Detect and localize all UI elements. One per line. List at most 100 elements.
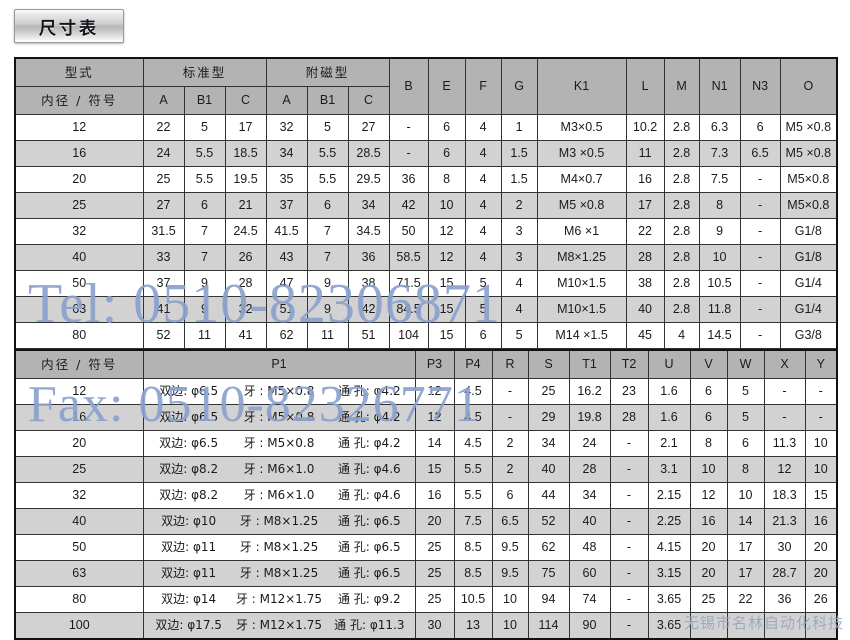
table-cell: 14	[726, 508, 765, 535]
table1-sub-header-A: A	[142, 86, 185, 115]
table-cell: 25	[527, 378, 570, 405]
table-cell: 2	[491, 430, 529, 457]
p1-double-edge: 双边: φ6.5	[159, 383, 219, 398]
table-cell: 10	[804, 456, 838, 483]
p1-double-edge: 双边: φ11	[161, 565, 217, 580]
table-cell: 84.5	[388, 296, 429, 323]
row-id-cell: 50	[14, 534, 144, 561]
table-row: 16 双边: φ6.5 牙 : M5×0.8 通 孔: φ4.2 12 4.5-29 19.…	[14, 404, 838, 431]
table-cell: 4	[663, 322, 700, 349]
table-cell: 34	[527, 430, 570, 457]
table-cell: 8.5	[453, 560, 493, 587]
table-cell: -	[388, 114, 429, 141]
table2-head: 内径 / 符号 P1 P3 P4 R S T1 T2 U V W X Y	[14, 349, 838, 379]
table-cell: 3.1	[647, 456, 691, 483]
table-cell: 10	[689, 456, 728, 483]
table-cell: 29.5	[347, 166, 390, 193]
table-cell: -	[739, 218, 781, 245]
table-cell: 6	[464, 322, 502, 349]
table-cell: 42	[388, 192, 429, 219]
table-cell	[689, 612, 728, 640]
table-cell: 16	[625, 166, 665, 193]
row-id-cell: 63	[14, 560, 144, 587]
table-cell: 24	[142, 140, 185, 167]
table-cell: -	[609, 612, 649, 640]
table-cell: 10	[698, 244, 741, 271]
p1-through-hole: 通 孔: φ6.5	[337, 539, 401, 554]
table-cell: 12	[427, 218, 466, 245]
table-cell: 8	[689, 430, 728, 457]
table2-header-T2: T2	[609, 349, 649, 379]
table-cell: 7	[183, 244, 226, 271]
table-row: 32 31.5 7 24.5 41.5 7 34.5 50 12 4 3 M6 ×1 22 2.8 9- G1…	[14, 218, 838, 245]
table-cell: 28	[625, 244, 665, 271]
table-cell: 30	[763, 534, 806, 561]
table-row: 12 双边: φ6.5 牙 : M5×0.8 通 孔: φ4.2 12 4.5-25 16.…	[14, 378, 838, 405]
table-cell: 114	[527, 612, 570, 640]
table-cell: 24	[568, 430, 611, 457]
table-cell	[804, 612, 838, 640]
row-id-cell: 50	[14, 270, 144, 297]
table-cell: 104	[388, 322, 429, 349]
table-cell: 9	[306, 270, 349, 297]
row-id-cell: 12	[14, 378, 144, 405]
table2-header-W: W	[726, 349, 765, 379]
dimension-table-2: 内径 / 符号 P1 P3 P4 R S T1 T2 U V W X Y 12 双边: φ6.5 牙 : M…	[14, 349, 838, 640]
table2-header-T1: T1	[568, 349, 611, 379]
row-id-cell: 16	[14, 404, 144, 431]
table-cell: 35	[265, 166, 308, 193]
table-cell: 12	[427, 244, 466, 271]
table-cell: 20	[689, 534, 728, 561]
table-cell: M4×0.7	[536, 166, 627, 193]
p1-composite-cell: 双边: φ6.5 牙 : M5×0.8 通 孔: φ4.2	[142, 404, 416, 431]
table-cell: -	[739, 322, 781, 349]
table1-group-header-标准型: 标准型	[142, 57, 267, 87]
table-cell: 6.5	[739, 140, 781, 167]
table-cell: -	[491, 404, 529, 431]
table-cell: 17	[224, 114, 267, 141]
table-cell: 12	[689, 482, 728, 509]
table1-group-header-F: F	[464, 57, 502, 115]
table-cell: -	[609, 534, 649, 561]
table-cell: 5	[726, 378, 765, 405]
table-cell: 75	[527, 560, 570, 587]
table-row: 100 双边: φ17.5 牙 : M12×1.75 通 孔: φ11.3 30 13 10…	[14, 612, 838, 640]
table-cell: 36	[763, 586, 806, 613]
table-cell: G1/4	[779, 270, 838, 297]
table-cell: 15	[427, 296, 466, 323]
table1-group-header-O: O	[779, 57, 838, 115]
table-cell: 6	[427, 140, 466, 167]
table-cell: 6.3	[698, 114, 741, 141]
p1-double-edge: 双边: φ8.2	[159, 487, 219, 502]
table1-group-header-N1: N1	[698, 57, 741, 115]
table-row: 80 双边: φ14 牙 : M12×1.75 通 孔: φ9.2 25 10.5 10 94…	[14, 586, 838, 613]
table-cell: 4	[500, 296, 538, 323]
table-cell: 2.1	[647, 430, 691, 457]
table1-sub-header-B1: B1	[306, 86, 349, 115]
row-id-cell: 32	[14, 482, 144, 509]
p1-double-edge: 双边: φ6.5	[159, 435, 219, 450]
table-cell: 20	[804, 560, 838, 587]
table1-group-header-M: M	[663, 57, 700, 115]
p1-through-hole: 通 孔: φ4.2	[337, 383, 401, 398]
p1-double-edge: 双边: φ14	[161, 591, 217, 606]
p1-double-edge: 双边: φ10	[161, 513, 217, 528]
table-cell: 25	[414, 586, 455, 613]
p1-through-hole: 通 孔: φ11.3	[334, 617, 405, 632]
p1-through-hole: 通 孔: φ4.2	[337, 409, 401, 424]
p1-through-hole: 通 孔: φ6.5	[337, 513, 401, 528]
table-cell: 5.5	[453, 482, 493, 509]
table-cell: G1/8	[779, 218, 838, 245]
table-cell: 14.5	[698, 322, 741, 349]
table-cell: M14 ×1.5	[536, 322, 627, 349]
table1-group-header-G: G	[500, 57, 538, 115]
table-cell: 40	[625, 296, 665, 323]
table-cell: -	[763, 404, 806, 431]
table-cell: 3	[500, 218, 538, 245]
table1-body: 12 22 5 17 32 5 27-6 4 1 M3×0.5 10.2 2.8 6.3 6 M5 ×0.8…	[14, 114, 838, 376]
table-row: 40 双边: φ10 牙 : M8×1.25 通 孔: φ6.5 20 7.5 6.5 52 4…	[14, 508, 838, 535]
table2-header-R: R	[491, 349, 529, 379]
table-cell: 7	[183, 218, 226, 245]
p1-double-edge: 双边: φ6.5	[159, 409, 219, 424]
table-cell: G3/8	[779, 322, 838, 349]
